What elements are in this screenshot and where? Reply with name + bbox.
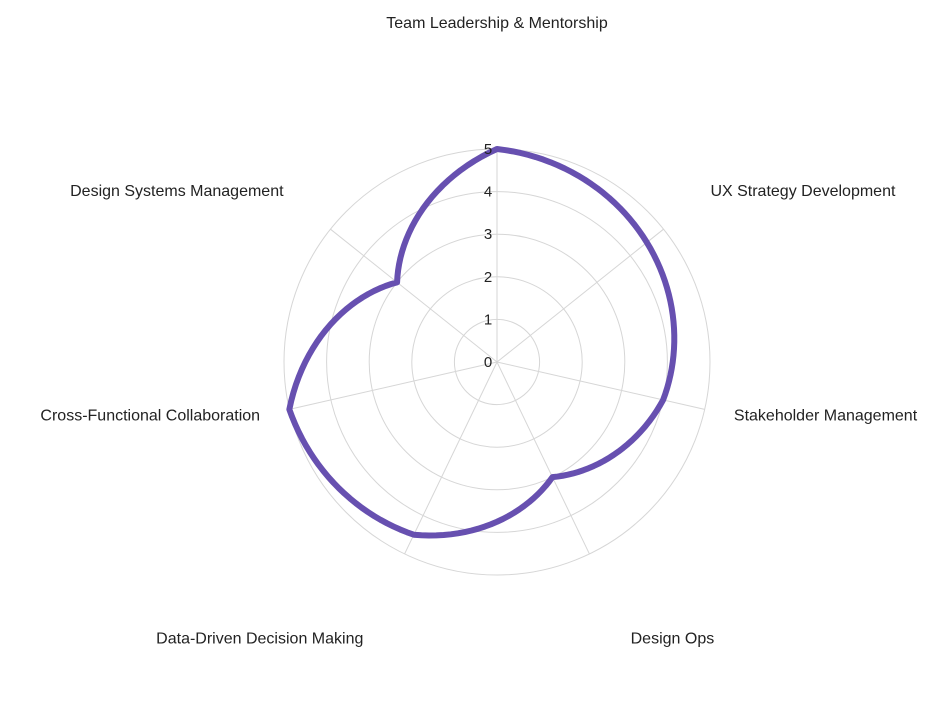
axis-spoke-4 <box>496 361 590 555</box>
data-point-3 <box>660 397 666 403</box>
radial-tick-label: 0 <box>484 354 492 371</box>
data-point-7 <box>394 279 400 285</box>
category-label-layer: Team Leadership & Mentorship UX Strategy … <box>40 15 917 648</box>
axis-spoke-2 <box>496 228 664 363</box>
radial-tick-label: 3 <box>484 226 492 243</box>
data-point-2 <box>644 239 650 245</box>
radial-tick-label: 4 <box>484 184 492 201</box>
category-label-3: Stakeholder Management <box>734 407 918 424</box>
radial-tick-label: 2 <box>484 269 492 286</box>
tick-layer: 0 1 2 3 4 5 <box>484 141 492 371</box>
category-label-7: Design Systems Management <box>70 183 284 200</box>
category-label-5: Data-Driven Decision Making <box>156 631 363 648</box>
axis-layer <box>289 149 705 555</box>
axis-spoke-7 <box>330 228 498 363</box>
category-label-6: Cross-Functional Collaboration <box>40 407 260 424</box>
series-layer <box>286 146 678 539</box>
category-label-1: Team Leadership & Mentorship <box>386 15 608 32</box>
axis-spoke-3 <box>496 361 705 410</box>
data-point-5 <box>411 532 417 538</box>
radial-tick-label: 1 <box>484 311 492 328</box>
axis-spoke-6 <box>289 361 498 410</box>
data-point-6 <box>286 406 292 412</box>
data-point-4 <box>549 474 555 480</box>
series-line-1 <box>286 146 678 539</box>
category-label-2: UX Strategy Development <box>710 183 896 200</box>
data-point-1 <box>494 146 500 152</box>
radial-tick-label: 5 <box>484 141 492 158</box>
category-label-4: Design Ops <box>631 631 715 648</box>
axis-spoke-5 <box>404 361 498 555</box>
